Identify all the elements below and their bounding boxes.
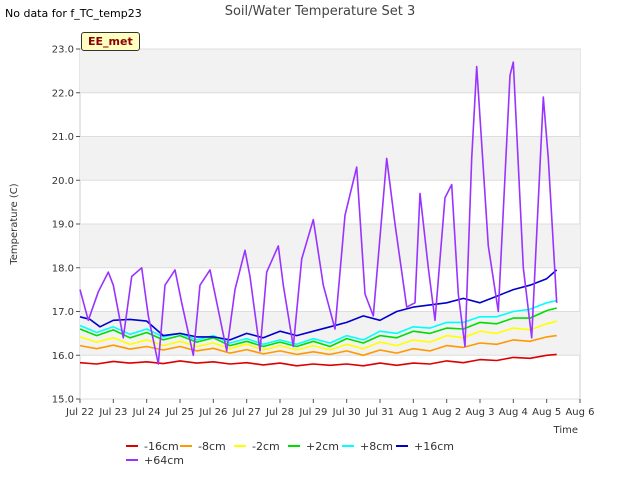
y-tick-label: 15.0 xyxy=(52,395,74,406)
legend-label: +16cm xyxy=(414,440,454,453)
x-tick-label: Jul 24 xyxy=(132,407,161,418)
y-axis-ticks: 15.0 16.0 17.0 18.0 19.0 20.0 21.0 22.0 23.0 xyxy=(52,45,80,406)
plot-band xyxy=(80,49,580,93)
legend-label: +8cm xyxy=(360,440,393,453)
series-group xyxy=(79,61,558,367)
y-tick-label: 21.0 xyxy=(52,132,74,143)
y-tick-label: 17.0 xyxy=(52,307,74,318)
chart-title: Soil/Water Temperature Set 3 xyxy=(224,4,416,19)
x-axis-ticks: Jul 22 Jul 23 Jul 24 Jul 25 Jul 26 Jul 27 Jul … xyxy=(65,399,595,418)
x-tick-label: Jul 31 xyxy=(365,407,394,418)
y-tick-label: 20.0 xyxy=(52,176,74,187)
legend-label: -2cm xyxy=(252,440,280,453)
station-badge: EE_met xyxy=(81,32,140,51)
x-tick-label: Jul 27 xyxy=(232,407,261,418)
series-line-+64cm xyxy=(79,61,558,365)
x-tick-label: Aug 2 xyxy=(432,407,461,418)
x-axis-label: Time xyxy=(553,425,578,436)
series-line--8cm xyxy=(79,334,557,357)
legend-label: +2cm xyxy=(306,440,339,453)
legend-label: -8cm xyxy=(198,440,226,453)
x-tick-label: Aug 4 xyxy=(499,407,528,418)
series-line--16cm xyxy=(79,353,557,367)
x-tick-label: Aug 1 xyxy=(399,407,428,418)
x-tick-label: Aug 5 xyxy=(532,407,561,418)
no-data-note: No data for f_TC_temp23 xyxy=(5,7,142,20)
x-tick-label: Jul 29 xyxy=(298,407,327,418)
legend: -16cm -8cm -2cm +2cm +8cm +16cm +64cm xyxy=(126,440,454,467)
x-tick-label: Jul 28 xyxy=(265,407,294,418)
x-tick-label: Jul 26 xyxy=(198,407,227,418)
plot-band xyxy=(80,136,580,181)
x-tick-label: Jul 23 xyxy=(98,407,127,418)
y-axis-label: Temperature (C) xyxy=(9,183,20,265)
legend-label: +64cm xyxy=(144,454,184,467)
y-tick-label: 22.0 xyxy=(52,88,74,99)
y-tick-label: 19.0 xyxy=(52,220,74,231)
x-tick-label: Aug 3 xyxy=(465,407,494,418)
x-tick-label: Aug 6 xyxy=(565,407,594,418)
plot-band xyxy=(80,224,580,268)
legend-label: -16cm xyxy=(144,440,179,453)
x-tick-label: Jul 25 xyxy=(165,407,194,418)
series-line-+16cm xyxy=(79,269,558,341)
y-tick-label: 23.0 xyxy=(52,45,74,56)
y-tick-label: 18.0 xyxy=(52,263,74,274)
x-tick-label: Jul 22 xyxy=(65,407,94,418)
y-tick-label: 16.0 xyxy=(52,351,74,362)
x-tick-label: Jul 30 xyxy=(332,407,361,418)
